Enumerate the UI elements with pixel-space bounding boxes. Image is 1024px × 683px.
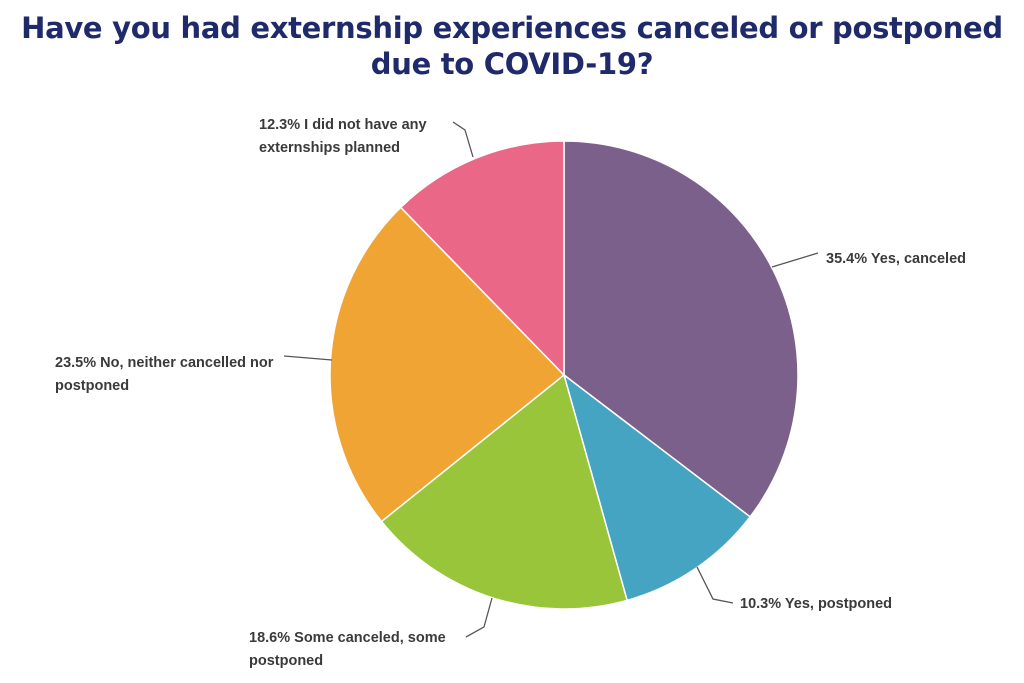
slice-label-4-line-1: 23.5% No, neither cancelled nor [55,355,274,371]
pie-slice-yes-postponed [562,373,752,602]
leader-line-5 [452,121,474,158]
chart-title: Have you had externship experiences canc… [0,10,1024,82]
slice-label-2-line-1: 10.3% Yes, postponed [740,596,892,612]
slice-label-1: 35.4% Yes, canceled [826,251,966,267]
pie-slice-i-did-not-have-any-externships-planned [399,140,565,377]
slice-label-4-line-2: postponed [55,378,129,394]
slice-label-3-line-2: postponed [249,653,323,669]
slice-label-1-line-1: 35.4% Yes, canceled [826,251,966,267]
leader-line-1 [771,252,819,268]
slice-label-5: 12.3% I did not have any externships plan… [259,117,427,156]
pie-slice-some-canceled-some-postponed [380,373,629,610]
chart-title-line-1: Have you had externship experiences canc… [21,11,1003,45]
slice-label-3: 18.6% Some canceled, some postponed [249,630,446,669]
leader-line-4 [283,355,333,361]
slice-label-5-line-1: 12.3% I did not have any [259,117,427,133]
leader-line-2 [696,566,734,604]
chart-title-line-2: due to COVID-19? [370,47,654,81]
slice-label-3-line-1: 18.6% Some canceled, some [249,630,446,646]
slice-label-4: 23.5% No, neither cancelled nor postponed [55,355,274,394]
slice-label-2: 10.3% Yes, postponed [740,596,892,612]
slice-label-5-line-2: externships planned [259,140,400,156]
leader-line-3 [465,597,493,638]
pie-slice-yes-canceled [563,140,799,518]
pie-slice-no-neither-cancelled-nor-postponed [329,206,566,523]
